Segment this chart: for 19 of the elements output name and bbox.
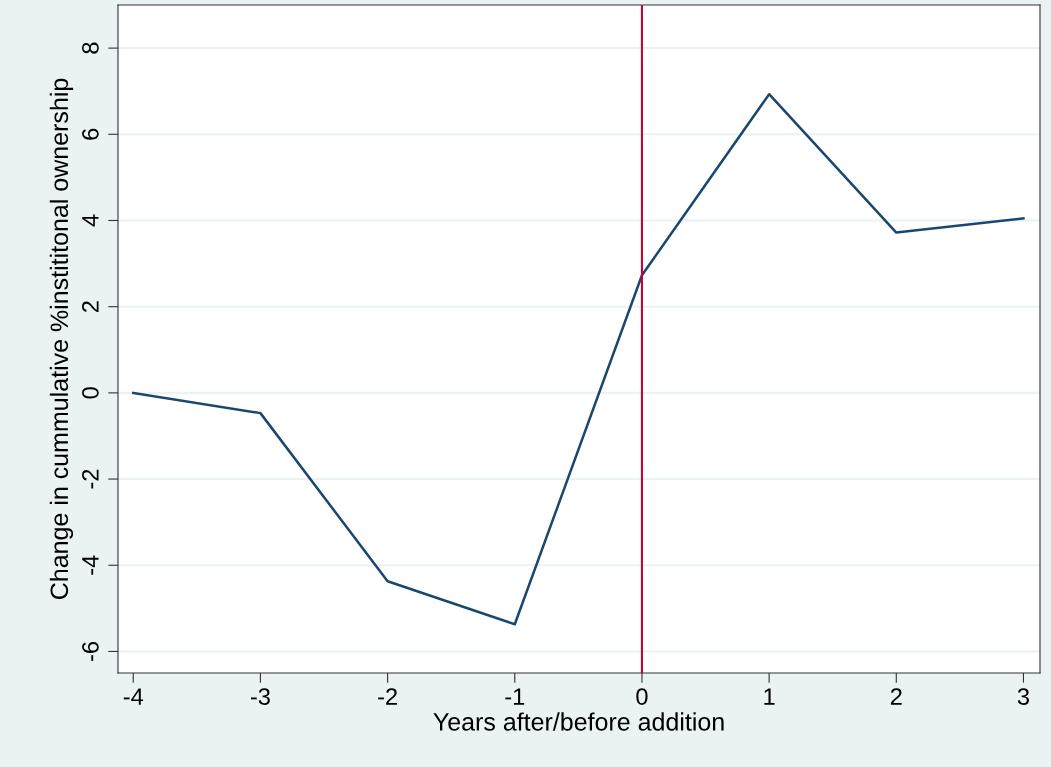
x-tick-label: 3 — [1017, 688, 1029, 705]
x-tick-label: -4 — [123, 688, 144, 705]
y-tick-label: -2 — [82, 469, 99, 489]
x-tick-label: 0 — [636, 688, 648, 705]
y-tick-label: 2 — [82, 301, 99, 313]
y-tick-label: 0 — [82, 387, 99, 399]
y-tick-label: -6 — [82, 641, 99, 661]
x-tick-label: 1 — [764, 688, 775, 705]
x-tick-label: -2 — [378, 688, 397, 705]
y-tick-label: 4 — [82, 214, 99, 227]
y-tick-label: 8 — [82, 42, 99, 54]
y-tick-label: -4 — [82, 555, 99, 575]
x-tick-label: -1 — [505, 688, 525, 705]
y-axis-title: Change in cummulative %instititonal ownership — [49, 78, 74, 599]
x-axis-title: Years after/before addition — [433, 712, 724, 731]
y-tick-label: 6 — [82, 128, 99, 140]
x-tick-label: 2 — [890, 688, 902, 705]
x-tick-label: -3 — [250, 688, 270, 705]
line-series — [132, 92, 1025, 626]
